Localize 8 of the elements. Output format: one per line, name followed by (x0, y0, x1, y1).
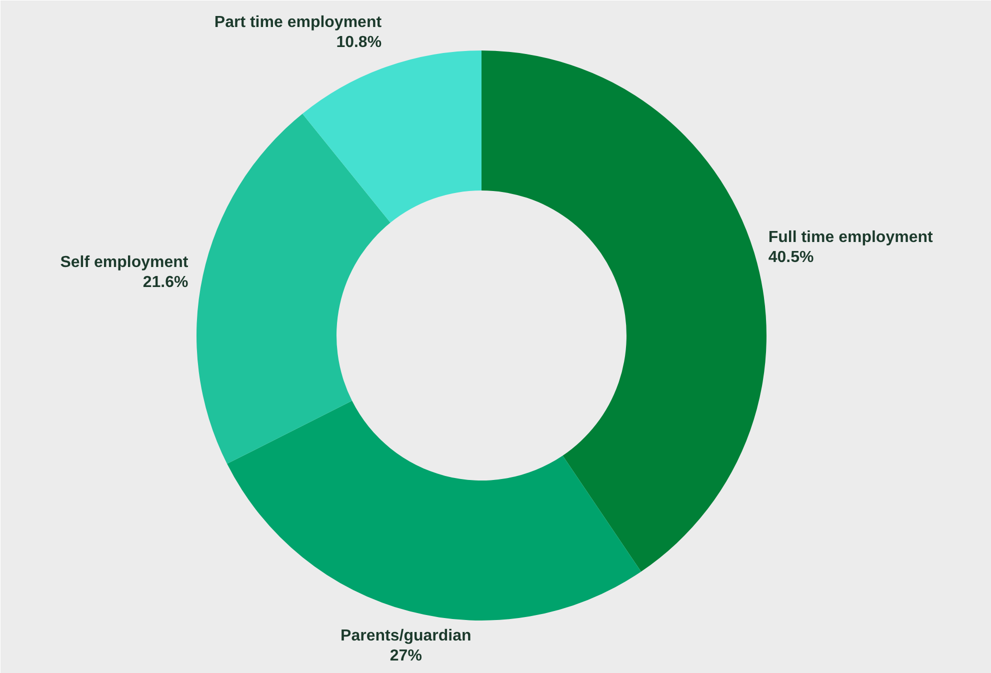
slice-label: Part time employment (214, 14, 382, 32)
slice-label: Self employment (60, 254, 189, 271)
slice-label: Full time employment (768, 229, 934, 246)
data-label: 21.6% (142, 274, 188, 291)
data-label: 10.8% (336, 34, 382, 52)
slice-label: Parents/guardian (340, 627, 472, 644)
data-label: 27% (390, 647, 422, 664)
data-label: 40.5% (768, 249, 814, 266)
